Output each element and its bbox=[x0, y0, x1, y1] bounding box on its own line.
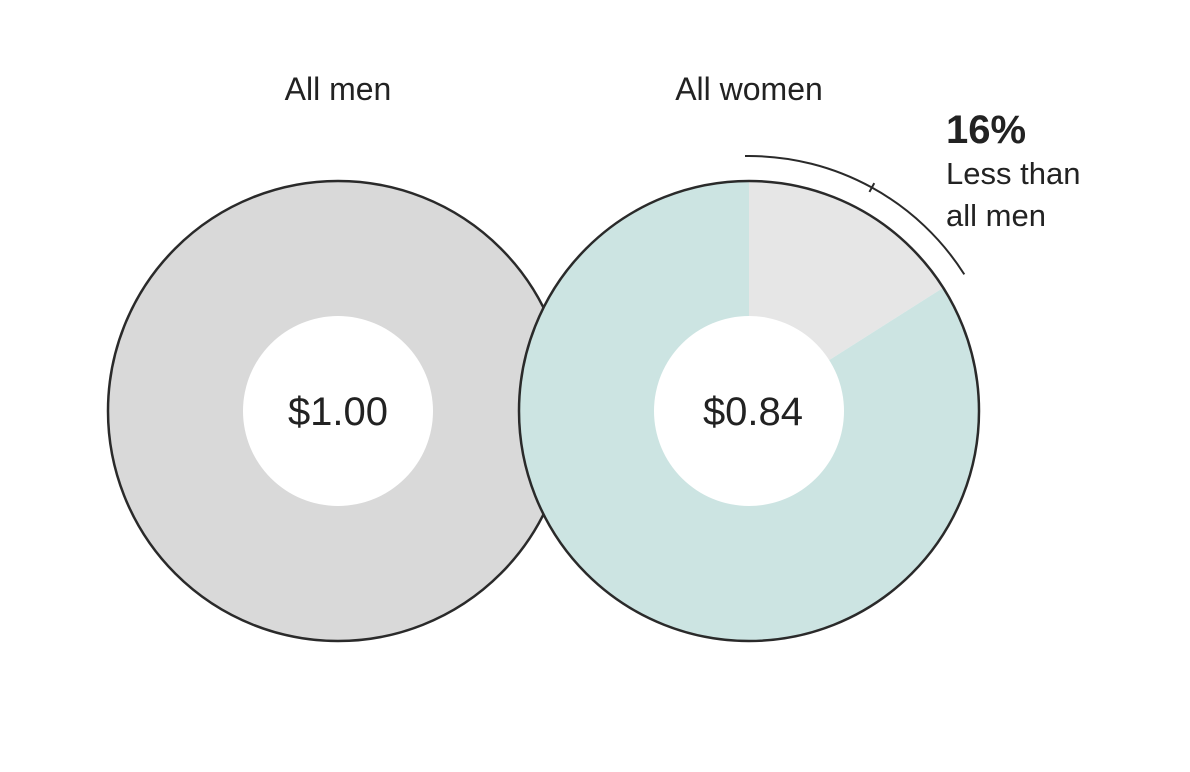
gap-bracket-tick bbox=[868, 182, 876, 193]
chart0-hole bbox=[243, 316, 433, 506]
women-chart-title: All women bbox=[675, 71, 823, 107]
chart1-hole bbox=[654, 316, 844, 506]
gap-text-line2: all men bbox=[946, 198, 1046, 233]
men-center-value: $1.00 bbox=[288, 390, 388, 434]
gap-text-line1: Less than bbox=[946, 156, 1080, 191]
women-donut bbox=[517, 179, 981, 643]
men-chart-title: All men bbox=[285, 71, 392, 107]
gap-percent-label: 16% bbox=[946, 108, 1026, 152]
men-donut bbox=[106, 179, 570, 643]
chart1-outline bbox=[517, 179, 981, 643]
gap-bracket-arc bbox=[745, 155, 966, 275]
women-center-value: $0.84 bbox=[703, 390, 803, 434]
